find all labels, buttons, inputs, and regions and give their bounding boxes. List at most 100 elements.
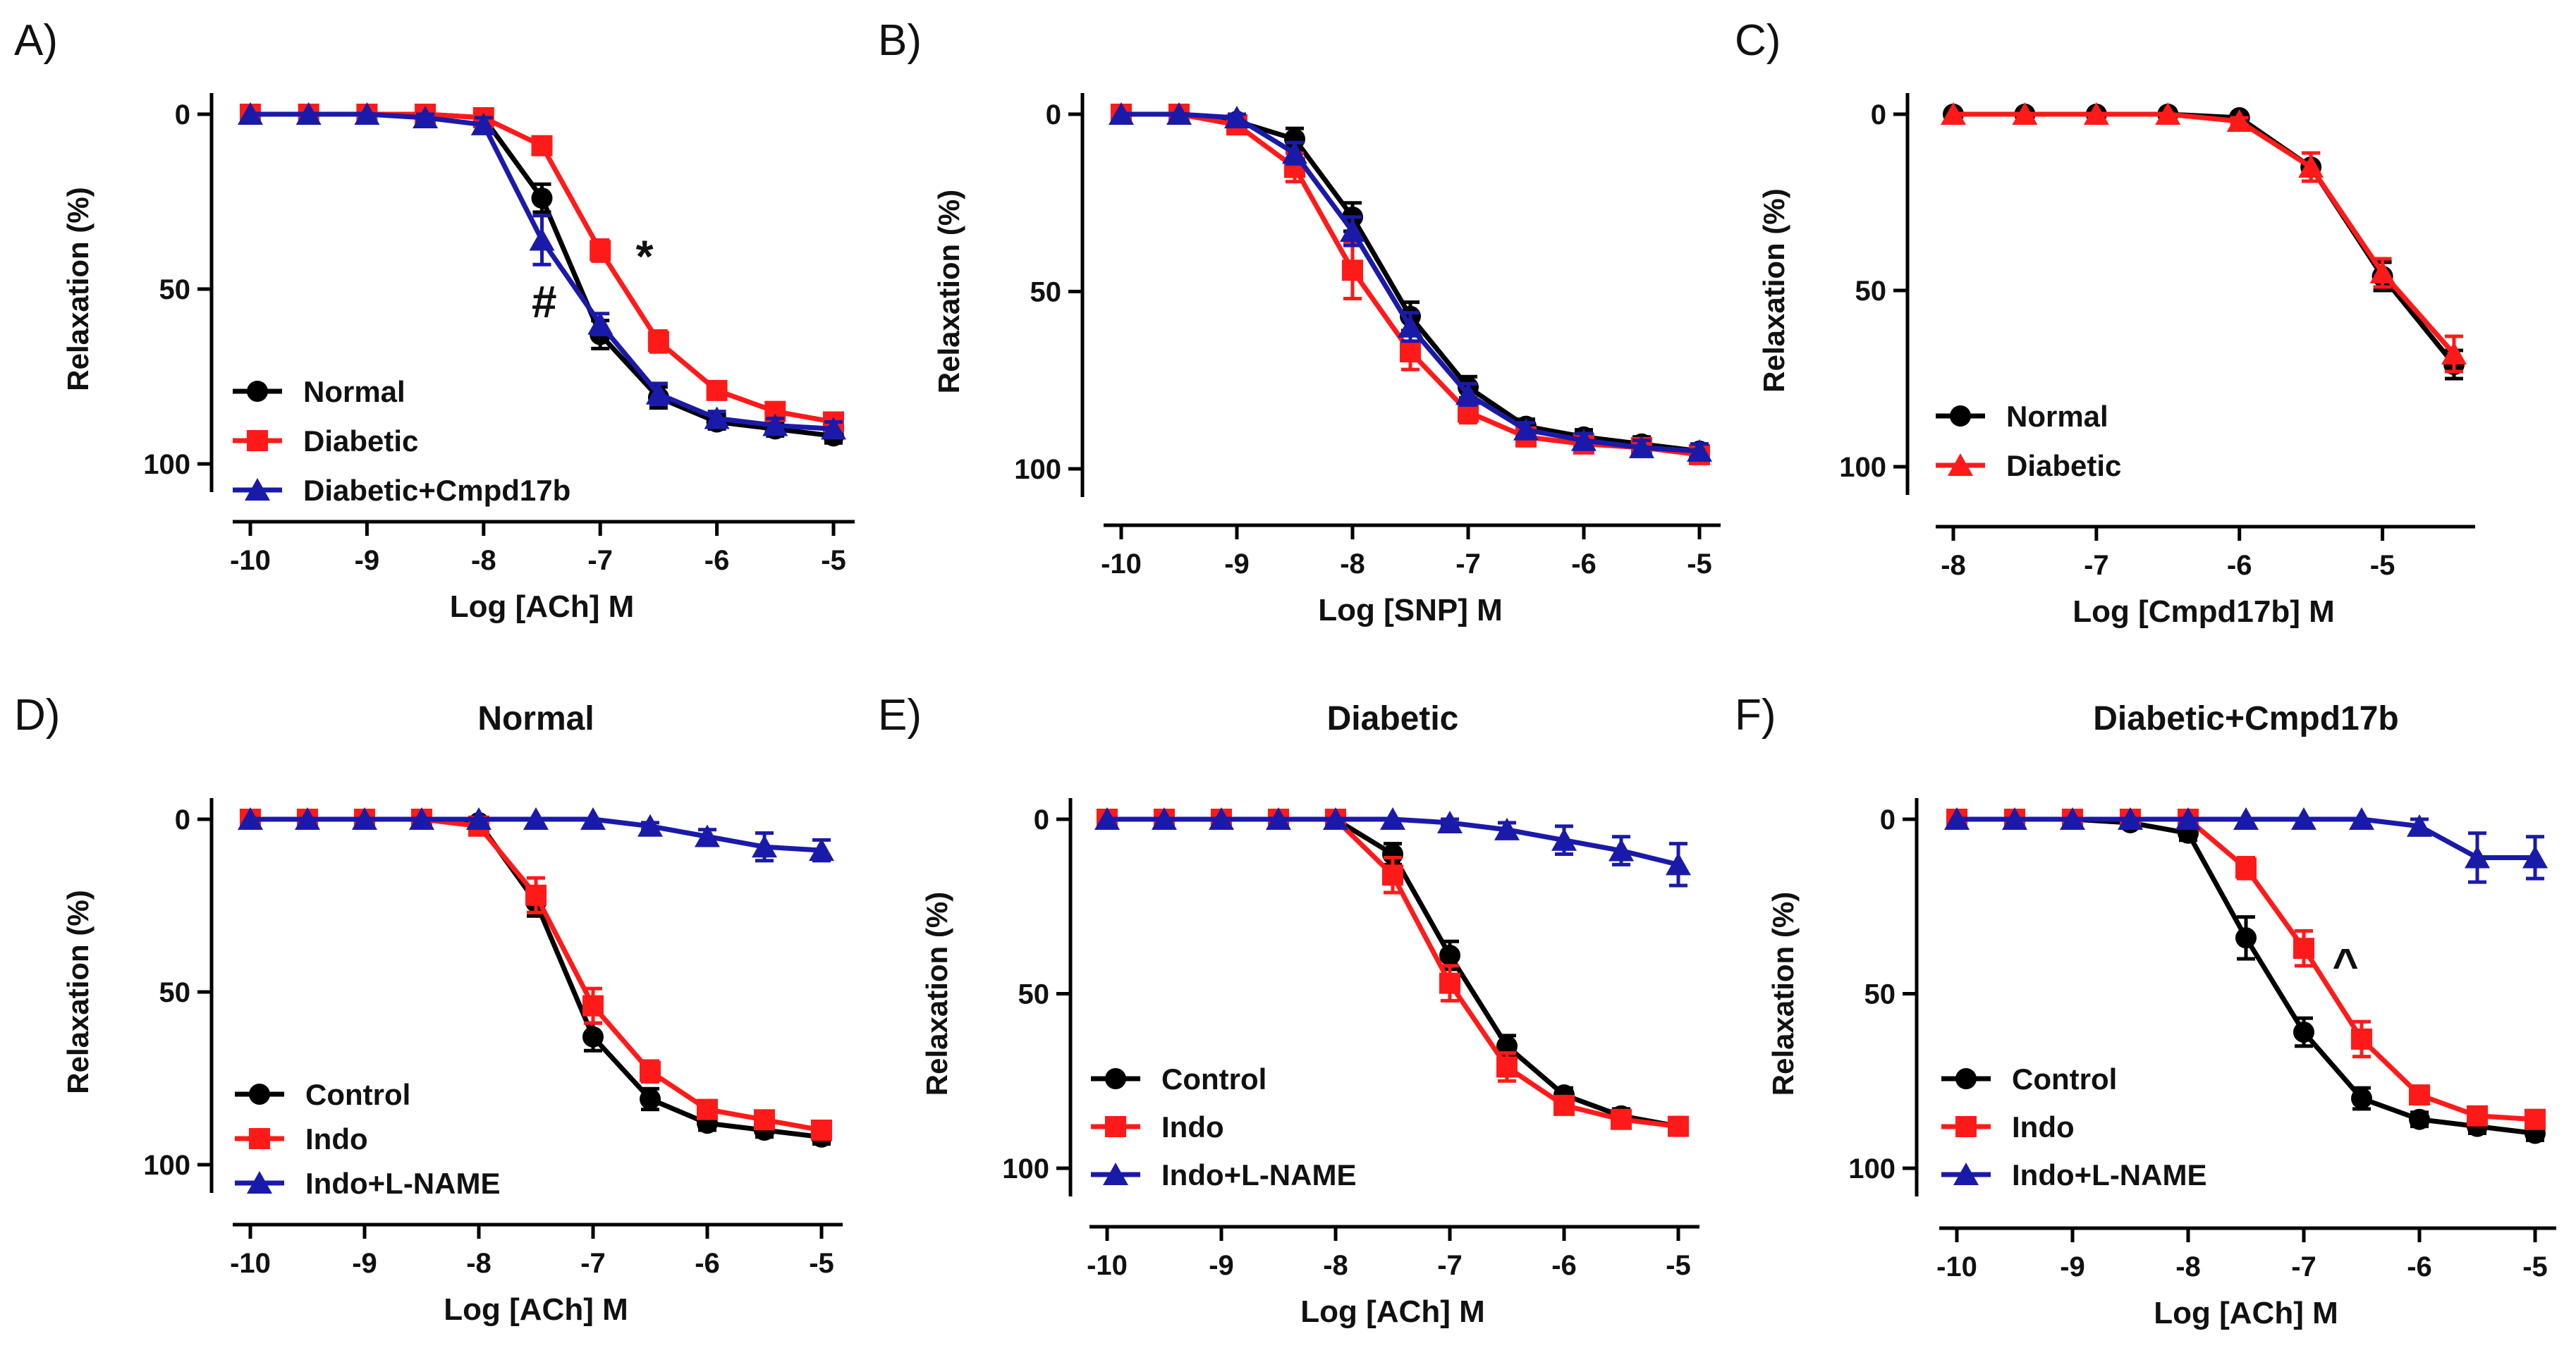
x-axis-label: Log [ACh] M (2154, 1296, 2338, 1330)
data-point (2298, 155, 2324, 178)
data-point (1266, 807, 1291, 830)
data-point (1439, 972, 1460, 994)
x-tick-label: -6 (2407, 1251, 2432, 1282)
legend-label: Indo (1161, 1110, 1224, 1144)
data-point (2465, 845, 2490, 869)
y-tick-label: 100 (1839, 452, 1886, 483)
panel-d: D) Normal 0 50 100 Relaxation (%) -10 -9 -8 -7 -6 -… (14, 691, 843, 1327)
y-axis-label: Relaxation (%) (61, 890, 94, 1093)
data-point (2060, 807, 2085, 830)
y-tick-label: 0 (175, 99, 190, 130)
data-point (640, 1060, 661, 1082)
data-point (590, 240, 611, 262)
data-point (811, 1120, 832, 1141)
series-normal (1943, 104, 2465, 381)
annotation-mark: * (636, 231, 654, 281)
legend-swatch-marker (249, 1084, 270, 1105)
y-axis-label: Relaxation (%) (1766, 892, 1800, 1096)
data-point (637, 814, 663, 837)
legend-label: Indo+L-NAME (305, 1167, 500, 1200)
legend: Control Indo Indo+L-NAME (1091, 1062, 1356, 1191)
data-point (697, 1098, 718, 1120)
series-normal (1111, 104, 1710, 462)
data-point (1152, 807, 1177, 830)
y-tick-label: 100 (1002, 1153, 1049, 1184)
y-tick-label: 50 (1855, 276, 1887, 307)
data-point (706, 379, 728, 401)
y-tick-label: 50 (1018, 979, 1050, 1010)
legend-swatch-marker (1955, 1068, 1977, 1089)
legend-swatch-marker (247, 381, 268, 402)
data-point (1944, 807, 1970, 830)
data-point (354, 102, 380, 125)
data-point (2409, 1084, 2430, 1106)
data-point (1494, 817, 1520, 840)
data-point (295, 807, 320, 830)
data-point (2351, 1088, 2372, 1109)
legend-swatch-marker (245, 478, 270, 501)
legend-swatch-marker (249, 1128, 270, 1149)
x-tick-label: -7 (2291, 1251, 2316, 1282)
panel-label: A) (14, 16, 58, 65)
y-tick-label: 100 (143, 1150, 190, 1181)
x-tick-label: -8 (471, 545, 496, 576)
x-tick-label: -5 (2522, 1251, 2548, 1282)
x-tick-label: -10 (1101, 549, 1142, 580)
x-tick-label: -7 (1437, 1250, 1463, 1281)
x-tick-label: -9 (1209, 1250, 1234, 1281)
x-tick-label: -9 (1224, 549, 1250, 580)
data-point (2293, 1021, 2314, 1043)
x-tick-label: -5 (1687, 549, 1712, 580)
x-tick-label: -8 (1340, 549, 1365, 580)
data-point (2293, 938, 2314, 960)
x-tick-label: -8 (1941, 550, 1966, 581)
panel-b: B) 0 50 100 Relaxation (%) -10 -9 -8 -7 -6 -5 Log [… (878, 16, 1721, 627)
x-tick-label: -7 (587, 545, 613, 576)
data-point (2002, 807, 2027, 830)
x-tick-label: -10 (1936, 1251, 1977, 1282)
data-point (295, 102, 322, 125)
x-tick-label: -6 (1571, 549, 1597, 580)
x-tick-label: -6 (704, 545, 730, 576)
data-point (2441, 342, 2467, 364)
series-diabetic (1941, 102, 2467, 374)
series-indo-l-name (1944, 807, 2548, 884)
data-point (1513, 417, 1539, 441)
chart-title: Diabetic (1327, 700, 1459, 737)
y-tick-label: 50 (159, 977, 191, 1008)
y-tick-label: 100 (143, 449, 190, 480)
y-tick-label: 0 (1034, 804, 1049, 835)
data-point (1398, 314, 1423, 338)
x-tick-label: -9 (352, 1248, 377, 1279)
data-point (409, 807, 434, 830)
data-point (1382, 843, 1403, 865)
series-diabetic-cmpd17b (238, 102, 846, 440)
panel-label: E) (878, 691, 922, 740)
x-tick-label: -6 (2227, 550, 2252, 581)
data-point (1496, 1056, 1518, 1078)
data-point (413, 105, 439, 128)
x-axis-label: Log [SNP] M (1318, 593, 1503, 627)
data-point (2525, 1108, 2546, 1130)
panel-f: F) Diabetic+Cmpd17b 0 50 100 Relaxation (%) -1… (1735, 691, 2556, 1330)
legend-label: Diabetic (303, 424, 418, 458)
data-point (2083, 102, 2109, 125)
x-tick-label: -10 (230, 545, 271, 576)
data-point (1224, 106, 1250, 129)
y-tick-label: 0 (1046, 99, 1061, 130)
series-line (1953, 111, 2456, 356)
data-point (1340, 219, 1365, 242)
y-tick-label: 50 (1864, 979, 1896, 1010)
x-tick-label: -9 (2060, 1251, 2085, 1282)
legend-label: Diabetic+Cmpd17b (303, 474, 570, 507)
panel-label: D) (14, 691, 60, 740)
data-point (2369, 261, 2395, 283)
series-diabetic-cmpd17b (1109, 102, 1712, 462)
data-point (1687, 439, 1712, 462)
legend: Normal Diabetic Diabetic+Cmpd17b (233, 375, 570, 507)
data-point (1282, 141, 1307, 164)
data-point (1609, 838, 1634, 862)
y-tick-label: 50 (159, 274, 191, 305)
data-point (1437, 810, 1463, 833)
